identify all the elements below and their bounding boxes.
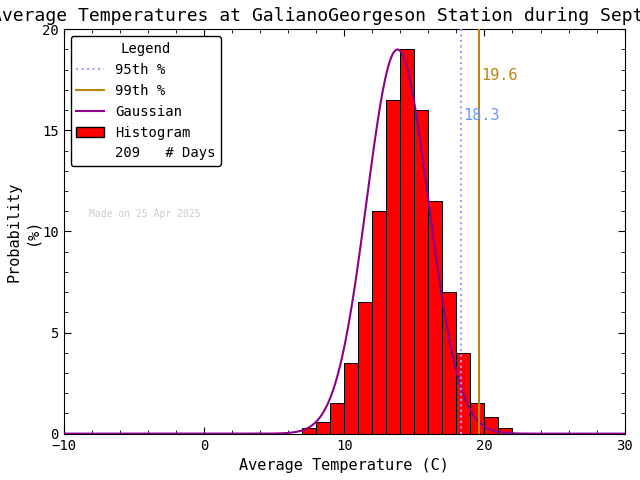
Bar (499, 428, 513, 433)
Bar (344, 363, 358, 433)
Bar (400, 49, 414, 433)
Bar (456, 353, 470, 433)
Title: Average Temperatures at GalianoGeorgeson Station during September: Average Temperatures at GalianoGeorgeson… (0, 7, 640, 25)
Legend: 95th %, 99th %, Gaussian, Histogram, 209   # Days: 95th %, 99th %, Gaussian, Histogram, 209… (70, 36, 221, 166)
Bar (428, 201, 442, 433)
Bar (358, 302, 372, 433)
X-axis label: Average Temperature (C): Average Temperature (C) (239, 458, 449, 473)
Text: Made on 25 Apr 2025: Made on 25 Apr 2025 (89, 209, 200, 219)
Y-axis label: Probability
(%): Probability (%) (7, 181, 39, 282)
Bar (484, 418, 499, 433)
Text: 19.6: 19.6 (481, 68, 517, 83)
Bar (316, 421, 330, 433)
Bar (442, 292, 456, 433)
Bar (302, 428, 316, 433)
Bar (470, 403, 484, 433)
Bar (387, 100, 400, 433)
Bar (414, 110, 428, 433)
Bar (372, 211, 387, 433)
Bar (330, 403, 344, 433)
Text: 18.3: 18.3 (463, 108, 499, 123)
